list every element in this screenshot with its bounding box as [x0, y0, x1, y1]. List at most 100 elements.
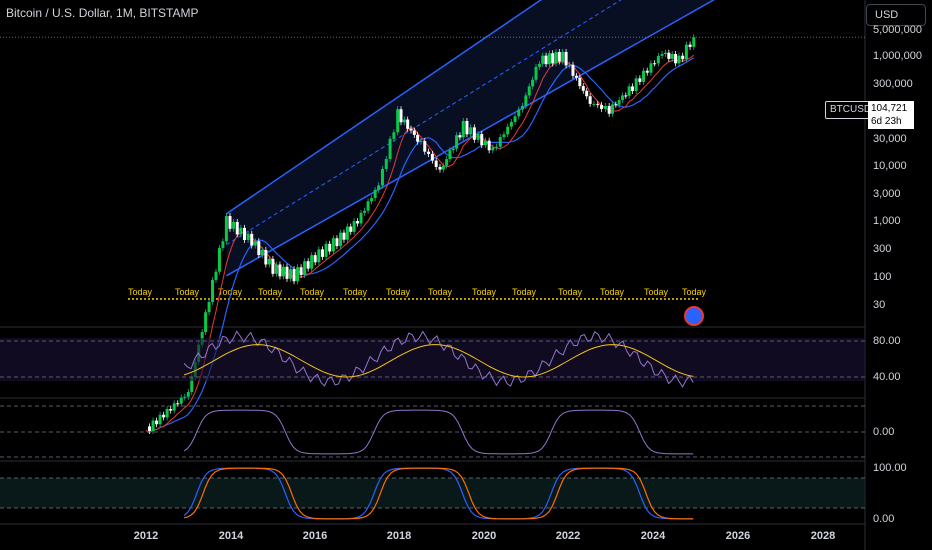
candle [537, 63, 541, 67]
candle [541, 55, 545, 64]
annotation-label: Today [175, 287, 200, 297]
rsi-tick: 40.00 [873, 371, 901, 383]
candle [561, 51, 565, 62]
candle [392, 132, 396, 139]
candle [303, 261, 307, 275]
osc-line [183, 409, 694, 455]
annotation-label: Today [386, 287, 411, 297]
candle [455, 135, 459, 149]
y-tick: 10,000 [873, 160, 907, 172]
candle [339, 232, 343, 247]
candle [224, 216, 228, 242]
lightning-icon[interactable] [684, 306, 704, 326]
last-price-badge: 104,721 6d 23h [868, 101, 914, 129]
candle [412, 130, 416, 135]
candle [557, 52, 561, 62]
y-tick: 100 [873, 271, 892, 283]
candle [517, 109, 521, 117]
ma-slow-line [145, 57, 695, 434]
candle [250, 233, 254, 246]
candle [642, 70, 646, 82]
candle [692, 37, 696, 47]
candle [320, 249, 324, 257]
candle [267, 258, 271, 265]
candle [614, 104, 618, 106]
candle [190, 377, 194, 392]
candle [445, 159, 449, 166]
candle [242, 227, 246, 240]
candle [299, 267, 303, 275]
candle [285, 266, 289, 279]
candle [271, 258, 275, 274]
candle [384, 159, 388, 169]
candle [487, 140, 491, 151]
candle [264, 250, 268, 265]
candle [232, 221, 236, 229]
candle [663, 52, 667, 55]
candle [578, 77, 582, 87]
candle [600, 104, 604, 109]
bar-countdown: 6d 23h [871, 116, 902, 127]
candle [380, 168, 384, 186]
annotation-label: Today [682, 287, 707, 297]
candle [345, 226, 349, 240]
candle [423, 141, 427, 152]
candle [278, 264, 282, 277]
candle [165, 409, 169, 418]
candle [246, 233, 250, 240]
candle [461, 121, 465, 138]
candle [274, 264, 278, 274]
candle [406, 119, 410, 129]
last-price: 104,721 [871, 103, 908, 114]
annotation-label: Today [343, 287, 368, 297]
candle [430, 153, 434, 161]
x-tick: 2028 [810, 530, 836, 542]
candle [653, 63, 657, 65]
y-tick: 30 [873, 299, 886, 311]
x-tick: 2016 [302, 530, 328, 542]
candle [331, 238, 335, 252]
x-tick: 2022 [555, 530, 581, 542]
y-tick: 3,000 [873, 188, 901, 200]
candle [571, 64, 575, 76]
y-tick: 30,000 [873, 133, 907, 145]
x-tick: 2024 [640, 530, 666, 542]
candle [544, 55, 548, 65]
candle [402, 119, 406, 123]
candle [396, 109, 400, 133]
candle [581, 86, 585, 91]
chart-title: Bitcoin / U.S. Dollar, 1M, BITSTAMP [6, 6, 199, 20]
candle [373, 189, 377, 199]
candle [257, 241, 261, 256]
currency-button[interactable]: USD [866, 4, 926, 26]
candle [324, 243, 328, 257]
annotation-label: Today [300, 287, 325, 297]
candle [502, 134, 506, 138]
candle [416, 134, 420, 142]
candle [434, 160, 438, 167]
candle [221, 241, 225, 248]
candle [342, 232, 346, 240]
candle [235, 221, 239, 235]
candle [469, 127, 473, 135]
candle [531, 79, 535, 87]
candle [624, 95, 628, 97]
annotation-label: Today [512, 287, 537, 297]
candle [588, 96, 592, 104]
candle [186, 391, 190, 397]
candle [483, 140, 487, 146]
x-tick: 2014 [218, 530, 244, 542]
candle [506, 126, 510, 135]
candle [688, 44, 692, 47]
candle [585, 90, 589, 97]
candle [476, 133, 480, 140]
candle [620, 95, 624, 101]
candle [260, 250, 264, 256]
annotation-label: Today [428, 287, 453, 297]
candle [649, 63, 653, 73]
x-tick: 2012 [133, 530, 159, 542]
rsi-tick: 80.00 [873, 335, 901, 347]
candle [596, 103, 600, 105]
candle [328, 243, 332, 252]
